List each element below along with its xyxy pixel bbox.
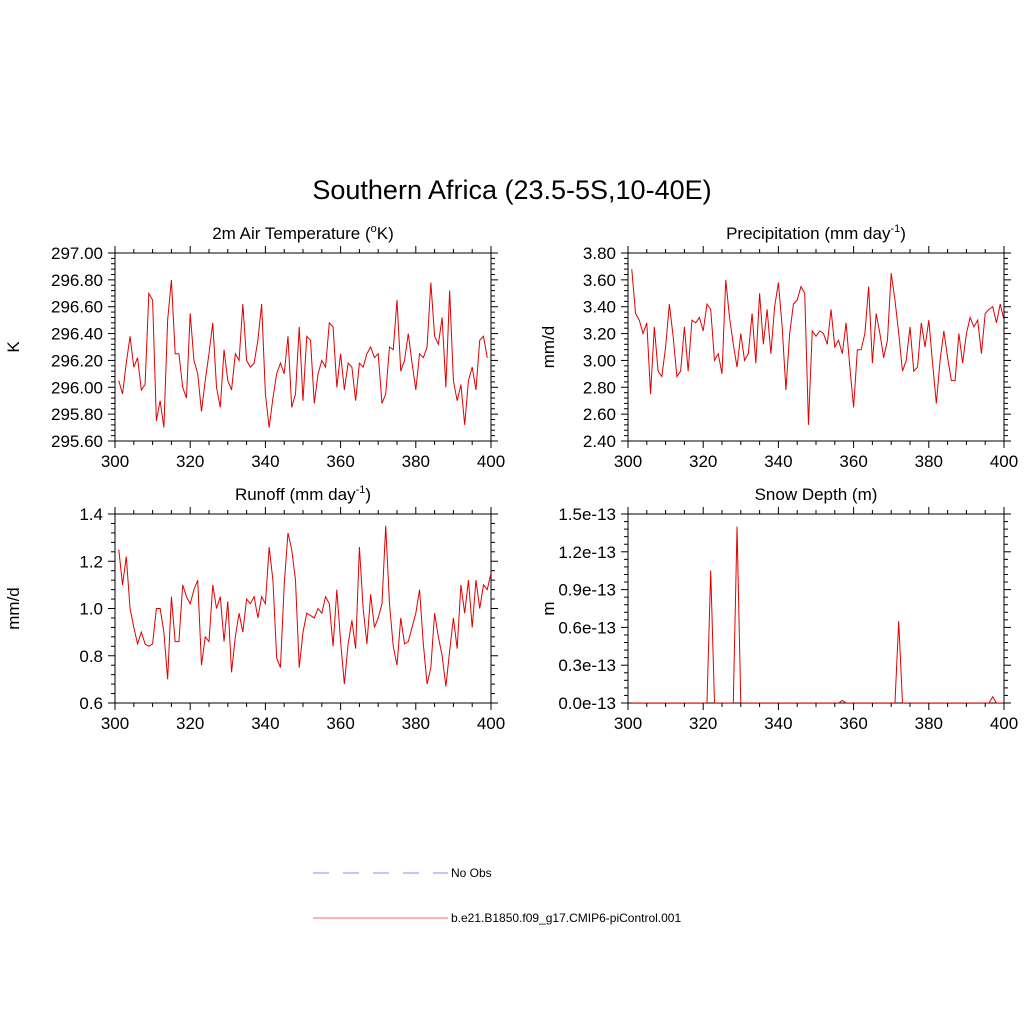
x-tick-label: 380	[915, 452, 943, 471]
x-tick-label: 300	[614, 452, 642, 471]
x-tick-label: 380	[915, 714, 943, 733]
x-tick-label: 340	[764, 714, 792, 733]
y-tick-label: 1.2	[79, 552, 103, 571]
x-tick-label: 400	[990, 714, 1018, 733]
y-tick-label: 1.5e-13	[558, 505, 616, 524]
y-axis-label: mm/d	[539, 326, 558, 369]
y-tick-label: 295.80	[51, 405, 103, 424]
y-tick-label: 3.60	[583, 271, 616, 290]
panel-title: Precipitation (mm day-1)	[726, 223, 906, 243]
y-tick-label: 296.60	[51, 298, 103, 317]
y-tick-label: 296.40	[51, 325, 103, 344]
x-tick-label: 340	[251, 714, 279, 733]
x-tick-label: 360	[326, 452, 354, 471]
series-line-model	[631, 269, 1004, 425]
panel-snow-depth: 300 320 340 360 380 400 0.0e-13 0.3e-13 0.6e-13 0…	[539, 485, 1018, 733]
y-tick-label: 1.2e-13	[558, 543, 616, 562]
x-tick-label: 300	[614, 714, 642, 733]
y-axis-label: K	[4, 341, 23, 353]
plot-frame	[627, 252, 1005, 442]
y-axis-label: m	[539, 601, 558, 615]
panel-air-temp: 300 320 340 360 380 400 295.60 295.80 296.00 296.…	[4, 223, 505, 471]
x-tick-label: 400	[477, 714, 505, 733]
x-tick-label: 360	[326, 714, 354, 733]
y-tick-label: 296.20	[51, 351, 103, 370]
figure-title: Southern Africa (23.5-5S,10-40E)	[312, 175, 711, 205]
x-tick-label: 320	[176, 452, 204, 471]
y-tick-label: 2.60	[583, 405, 616, 424]
y-tick-label: 1.4	[79, 505, 103, 524]
panel-title: Runoff (mm day-1)	[235, 484, 371, 504]
x-tick-label: 340	[764, 452, 792, 471]
y-tick-label: 297.00	[51, 244, 103, 263]
series-line-model	[631, 526, 1004, 703]
y-tick-label: 3.20	[583, 325, 616, 344]
y-tick-label: 0.3e-13	[558, 656, 616, 675]
legend: No Obs b.e21.B1850.f09_g17.CMIP6-piContr…	[313, 866, 681, 925]
x-tick-label: 340	[251, 452, 279, 471]
x-tick-label: 320	[689, 714, 717, 733]
x-tick-label: 360	[839, 714, 867, 733]
x-tick-label: 400	[477, 452, 505, 471]
panel-title: 2m Air Temperature (oK)	[212, 223, 394, 243]
y-tick-label: 2.80	[583, 378, 616, 397]
x-tick-label: 320	[689, 452, 717, 471]
y-tick-label: 0.9e-13	[558, 581, 616, 600]
y-tick-label: 3.40	[583, 298, 616, 317]
x-tick-label: 300	[101, 452, 129, 471]
panel-precip: 300 320 340 360 380 400 2.40 2.60 2.80 3.00 3.20 3.…	[539, 223, 1018, 471]
y-axis-label: mm/d	[4, 587, 23, 630]
y-tick-label: 296.00	[51, 378, 103, 397]
y-tick-label: 3.80	[583, 244, 616, 263]
x-tick-label: 400	[990, 452, 1018, 471]
x-tick-label: 300	[101, 714, 129, 733]
legend-label-no-obs: No Obs	[451, 866, 492, 880]
y-tick-label: 0.6e-13	[558, 618, 616, 637]
y-tick-label: 0.0e-13	[558, 694, 616, 713]
y-tick-label: 295.60	[51, 432, 103, 451]
y-tick-label: 2.40	[583, 432, 616, 451]
panel-title: Snow Depth (m)	[755, 485, 878, 504]
legend-label-model: b.e21.B1850.f09_g17.CMIP6-piControl.001	[451, 911, 681, 925]
y-tick-label: 296.80	[51, 271, 103, 290]
series-line-model	[118, 279, 488, 428]
x-tick-label: 320	[176, 714, 204, 733]
x-tick-label: 380	[402, 714, 430, 733]
panel-runoff: 300 320 340 360 380 400 0.6 0.8 1.0 1.2 1.4 Runoff …	[4, 484, 505, 733]
y-tick-label: 1.0	[79, 600, 103, 619]
x-tick-label: 380	[402, 452, 430, 471]
y-tick-label: 0.8	[79, 647, 103, 666]
x-tick-label: 360	[839, 452, 867, 471]
y-tick-label: 3.00	[583, 351, 616, 370]
plot-frame	[627, 513, 1005, 704]
plot-frame	[114, 513, 492, 704]
y-tick-label: 0.6	[79, 694, 103, 713]
series-line-model	[118, 525, 491, 687]
